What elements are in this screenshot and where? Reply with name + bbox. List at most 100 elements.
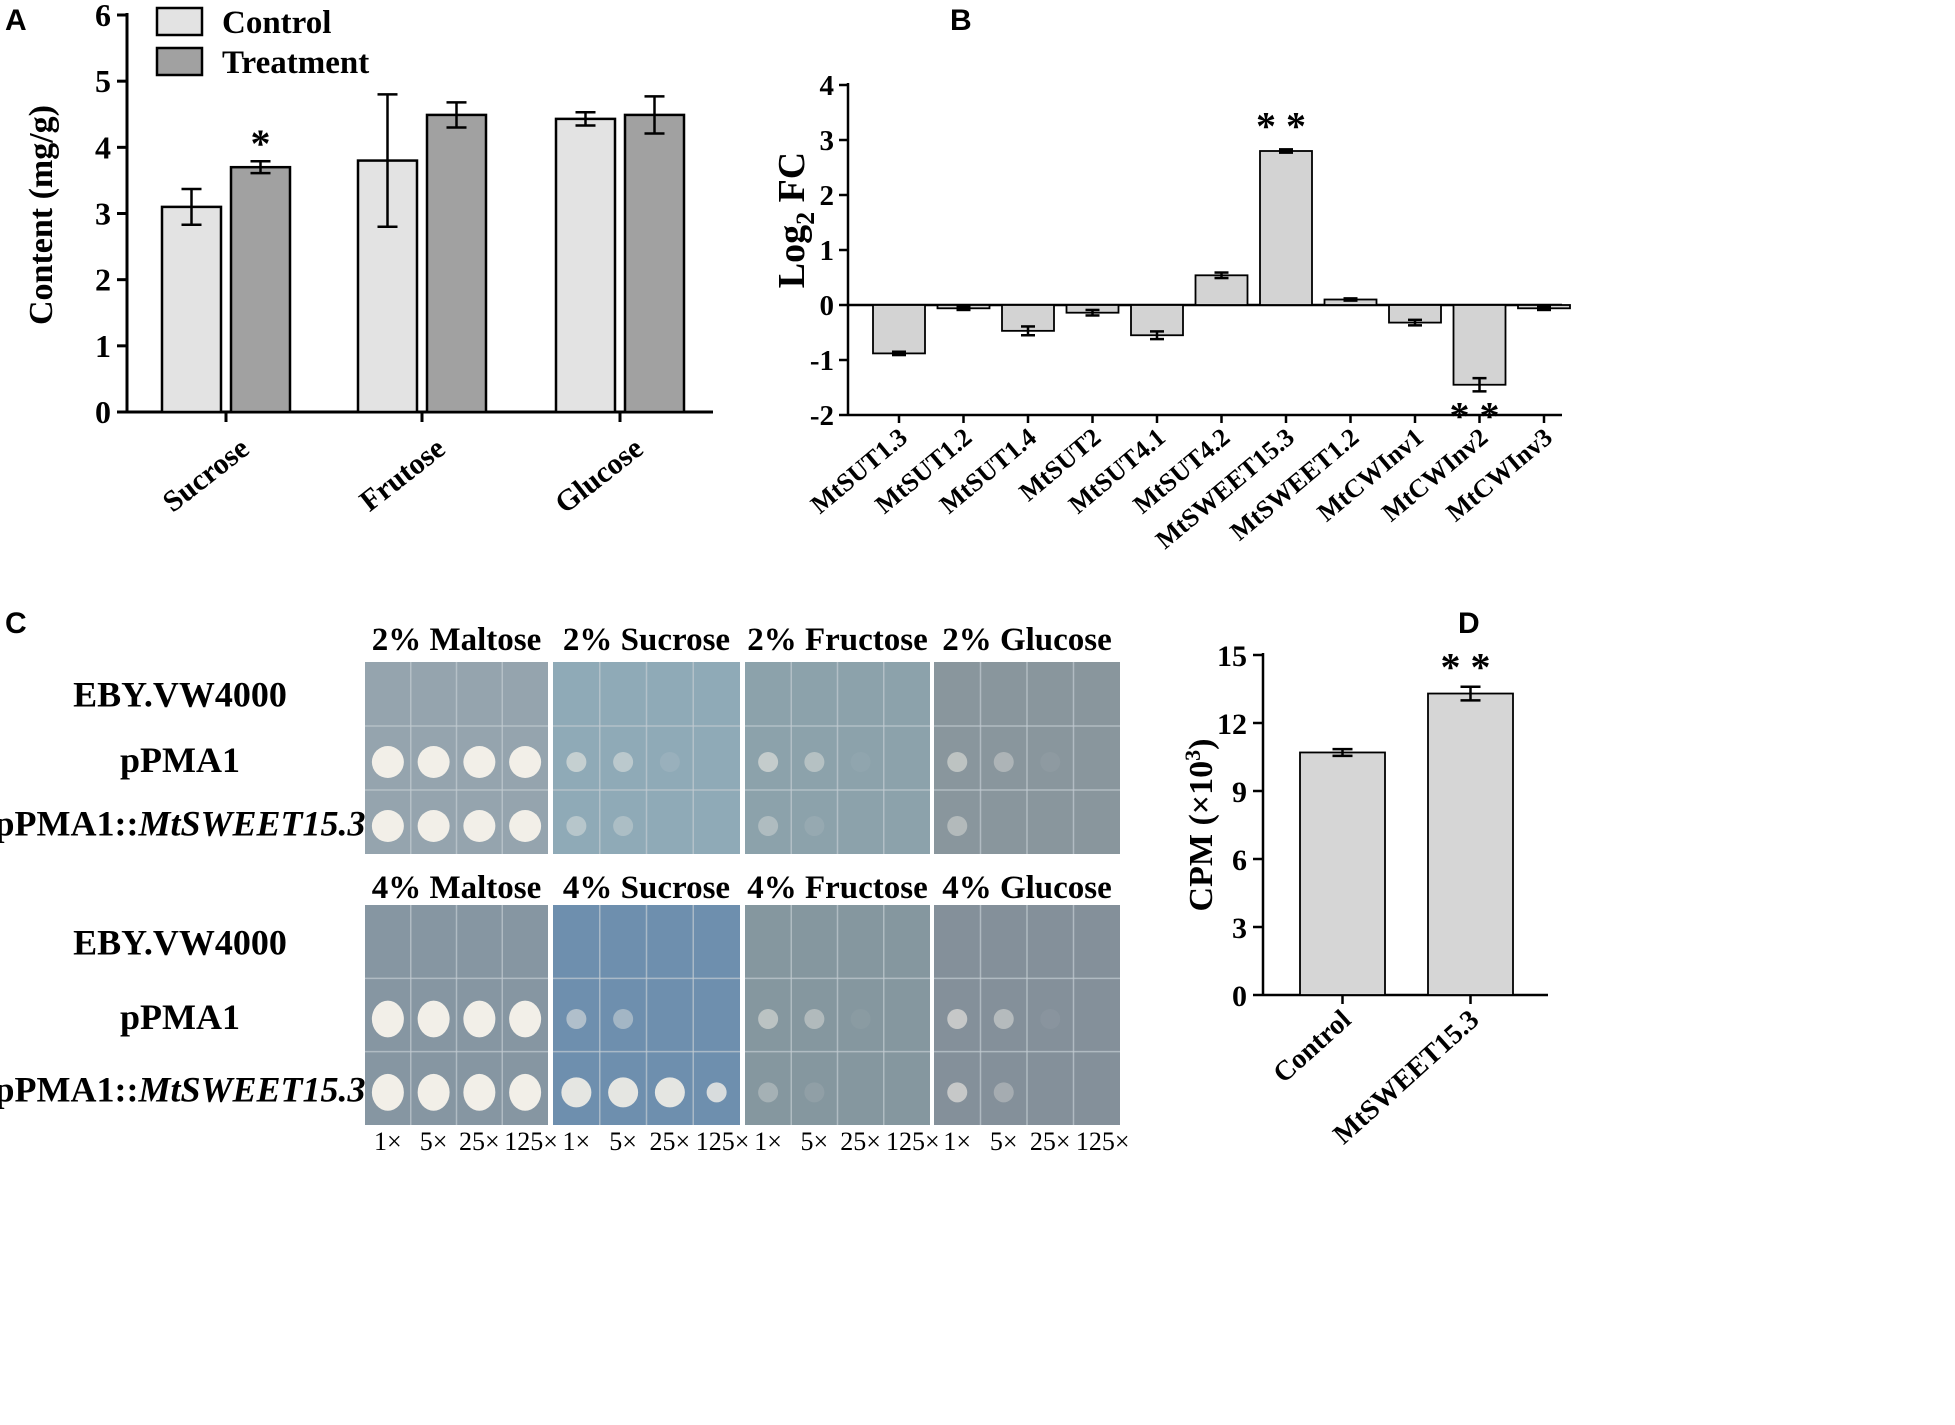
- c-dilution-label: 5×: [801, 1127, 829, 1156]
- panel-letter-c: C: [5, 607, 27, 640]
- panel-letter-b: B: [950, 4, 972, 37]
- d-y-axis-label: CPM (×103): [1180, 739, 1220, 912]
- panel-letter-a: A: [5, 4, 27, 37]
- c-yeast-spot: [654, 1077, 685, 1108]
- c-yeast-spot: [993, 1082, 1014, 1103]
- b-significance-mtsweet15.3: **: [1256, 103, 1316, 148]
- c-yeast-spot: [371, 746, 404, 778]
- c-yeast-spot: [613, 752, 634, 772]
- c-yeast-spot: [509, 1073, 542, 1111]
- a-bar-sucrose-treatment: [229, 165, 292, 414]
- c-yeast-spot: [371, 1073, 404, 1111]
- chart-a-sugar-content: 0 1 2 3 4 5 6 Content (mg/g) Sucrose Frutose Gluco…: [23, 0, 713, 520]
- c-yeast-spot: [804, 816, 825, 836]
- c-dilution-label: 25×: [840, 1127, 881, 1156]
- d-y-tick-label: 12: [1217, 708, 1247, 741]
- a-y-tick-label: 5: [95, 63, 111, 99]
- c-yeast-spot: [706, 1082, 727, 1103]
- c-dilution-label: 1×: [754, 1127, 782, 1156]
- c-yeast-spot: [1040, 1009, 1061, 1029]
- a-x-tick-label: Frutose: [354, 432, 452, 519]
- a-y-tick-label: 2: [95, 262, 111, 298]
- b-y-tick-label: -1: [810, 345, 834, 377]
- c-yeast-spot: [463, 746, 496, 778]
- c-yeast-spot: [993, 752, 1014, 772]
- a-legend-label-control: Control: [222, 5, 331, 41]
- c-dilution-label: 25×: [459, 1127, 500, 1156]
- c-strain-label-sweet-top: pPMA1::MtSWEET15.3: [0, 803, 366, 843]
- c-yeast-spot: [371, 1000, 404, 1038]
- c-dilution-label: 5×: [420, 1127, 448, 1156]
- c-header-top-0: 2% Maltose: [372, 622, 542, 658]
- a-y-tick-label: 0: [95, 394, 111, 430]
- a-y-tick-label: 4: [95, 129, 111, 165]
- d-significance-stars: **: [1441, 645, 1501, 690]
- a-bar-glucose-treatment: [623, 113, 686, 414]
- c-dilution-label: 1×: [374, 1127, 402, 1156]
- a-legend-swatch-treatment: [155, 46, 204, 77]
- c-strain-label-ppma1-bottom: pPMA1: [120, 997, 240, 1037]
- d-y-tick-label: 0: [1232, 980, 1247, 1013]
- a-y-tick-label: 1: [95, 328, 111, 364]
- c-dilution-label: 1×: [943, 1127, 971, 1156]
- c-yeast-spot: [947, 1009, 968, 1029]
- a-bar-frutose-control: [356, 159, 419, 414]
- c-yeast-spot: [566, 816, 587, 836]
- a-significance-star: *: [251, 121, 271, 166]
- d-bar-mtsweet15.3: [1427, 692, 1514, 996]
- a-y-tick-label: 3: [95, 196, 111, 232]
- c-yeast-spot: [463, 810, 496, 842]
- c-yeast-spot: [608, 1077, 639, 1108]
- d-y-tick-label: 9: [1232, 776, 1247, 809]
- panel-letter-d: D: [1458, 607, 1480, 640]
- c-yeast-spot: [758, 752, 779, 772]
- c-strain-label-eby-bottom: EBY.VW4000: [73, 922, 287, 962]
- c-yeast-spot: [371, 810, 404, 842]
- d-y-tick-label: 15: [1217, 640, 1247, 673]
- c-header-bottom-0: 4% Maltose: [372, 870, 542, 906]
- c-header-bottom-1: 4% Sucrose: [563, 870, 730, 906]
- a-legend-label-treatment: Treatment: [222, 45, 369, 81]
- c-yeast-spot: [509, 1000, 542, 1038]
- c-yeast-spot: [613, 1009, 634, 1029]
- panel-c-yeast-complementation: 2% Maltose 2% Sucrose 2% Fructose 2% Glucos…: [0, 622, 1130, 1156]
- d-bar-control: [1299, 751, 1386, 996]
- c-dilution-label: 1×: [563, 1127, 591, 1156]
- c-yeast-spot: [613, 816, 634, 836]
- c-yeast-spot: [804, 1082, 825, 1103]
- c-header-top-2: 2% Fructose: [747, 622, 928, 658]
- c-strain-label-eby-top: EBY.VW4000: [73, 675, 287, 715]
- c-yeast-spot: [1040, 752, 1061, 772]
- b-significance-mtcwinv2: **: [1450, 393, 1510, 438]
- c-yeast-spot: [804, 1009, 825, 1029]
- c-yeast-spot: [509, 810, 542, 842]
- a-x-tick-label: Glucose: [549, 432, 649, 521]
- c-yeast-spot: [561, 1077, 592, 1108]
- b-y-tick-label: 4: [820, 70, 835, 102]
- a-legend-swatch-control: [155, 6, 204, 37]
- a-bar-glucose-control: [554, 117, 617, 414]
- b-y-tick-label: 2: [820, 180, 835, 212]
- c-yeast-spot: [417, 1073, 450, 1111]
- d-x-tick-label: Control: [1267, 1004, 1357, 1089]
- c-yeast-spot: [463, 1073, 496, 1111]
- b-bar-mtsweet15.3: [1259, 150, 1313, 306]
- c-yeast-spot: [758, 1009, 779, 1029]
- a-y-tick-label: 6: [95, 0, 111, 33]
- c-yeast-spot: [993, 1009, 1014, 1029]
- d-y-tick-label: 3: [1232, 912, 1247, 945]
- b-y-tick-label: -2: [810, 400, 834, 432]
- c-yeast-spot: [463, 1000, 496, 1038]
- d-y-tick-label: 6: [1232, 844, 1247, 877]
- c-yeast-spot: [850, 752, 871, 772]
- b-y-tick-label: 0: [820, 290, 835, 322]
- c-dilution-label: 125×: [504, 1127, 558, 1156]
- c-header-top-3: 2% Glucose: [942, 622, 1112, 658]
- c-yeast-spot: [417, 746, 450, 778]
- c-yeast-spot: [947, 752, 968, 772]
- c-yeast-spot: [947, 1082, 968, 1103]
- c-yeast-spot: [566, 1009, 587, 1029]
- b-y-tick-label: 1: [820, 235, 835, 267]
